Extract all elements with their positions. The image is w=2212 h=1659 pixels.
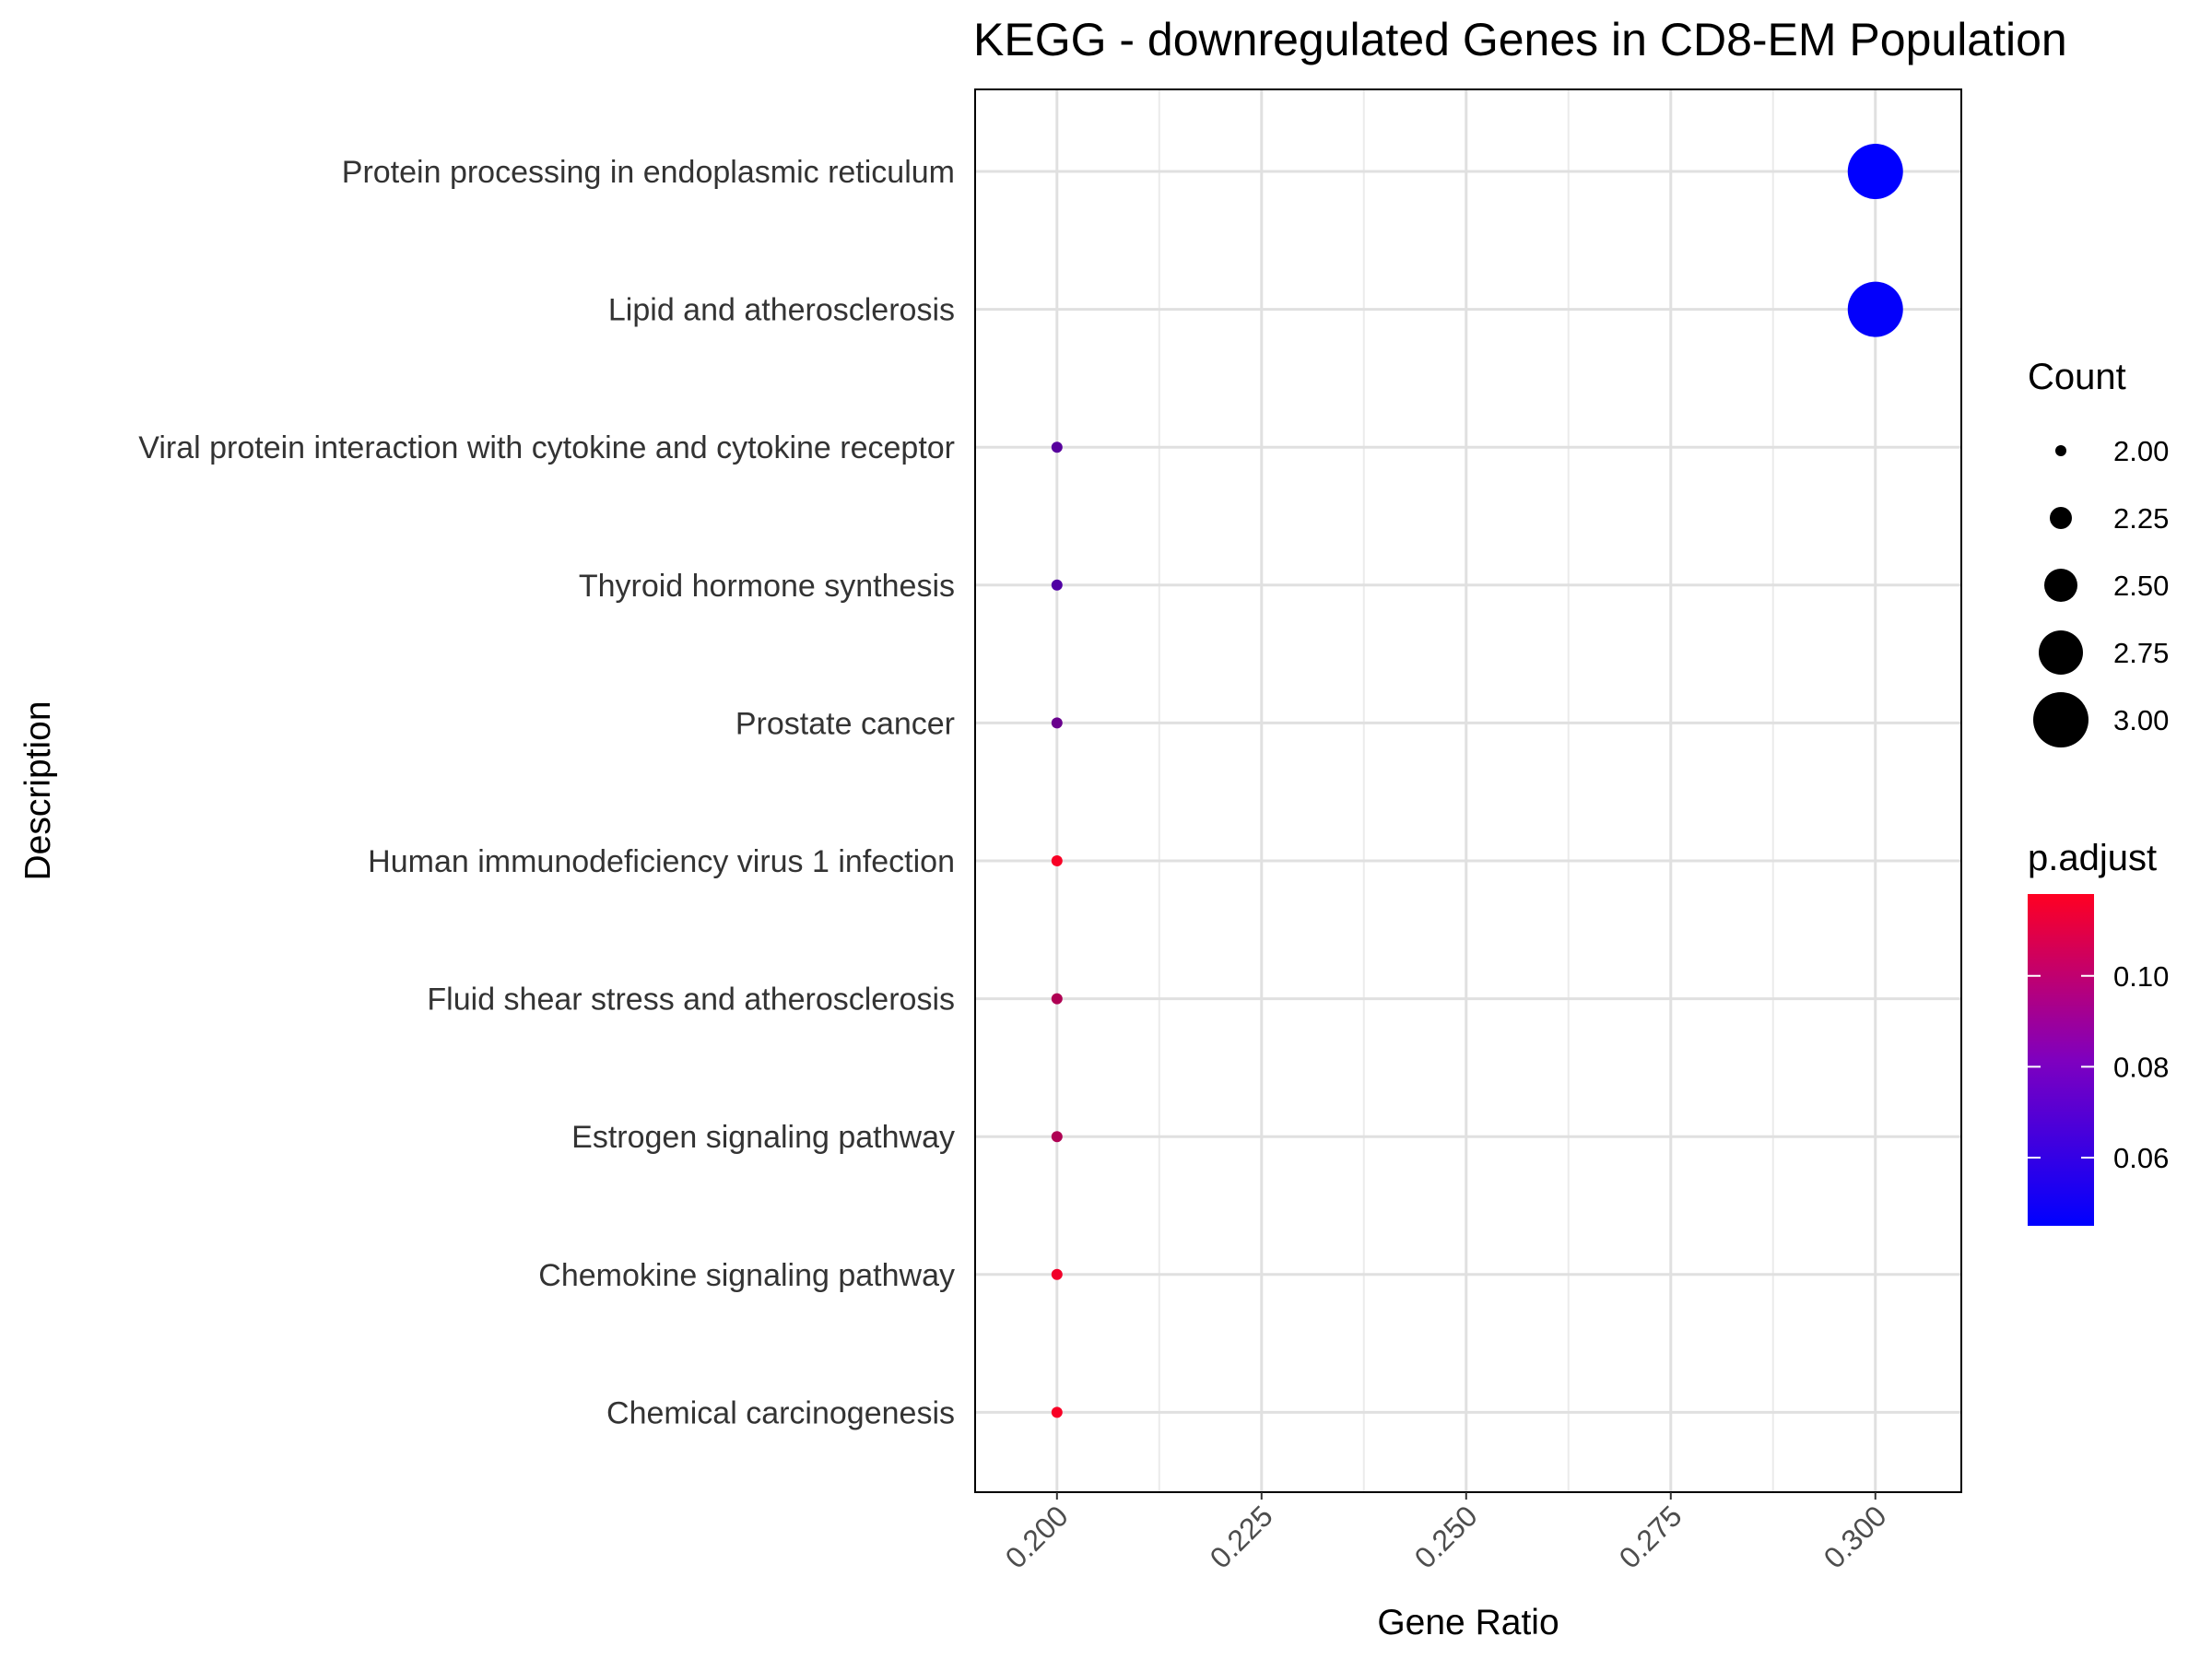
y-tick-label: Chemokine signaling pathway	[538, 1258, 955, 1293]
legend-p-adjust: p.adjust 0.10 0.08 0.06	[2028, 838, 2169, 1226]
legend-count-label: 2.00	[2113, 435, 2169, 467]
data-point	[1051, 855, 1063, 866]
legend-p-adjust-title: p.adjust	[2028, 838, 2157, 878]
y-tick-label: Viral protein interaction with cytokine …	[138, 430, 955, 465]
y-tick-label: Prostate cancer	[735, 706, 955, 741]
chart-title: KEGG - downregulated Genes in CD8-EM Pop…	[973, 14, 2067, 65]
legend-count-key	[2044, 569, 2077, 602]
x-tick-label: 0.225	[1204, 1499, 1279, 1574]
y-tick-label: Protein processing in endoplasmic reticu…	[342, 155, 955, 190]
data-point	[1847, 281, 1903, 337]
x-tick-label: 0.300	[1818, 1499, 1893, 1574]
color-bar	[2028, 894, 2094, 1226]
x-tick-label: 0.250	[1408, 1499, 1484, 1574]
legend-count-title: Count	[2028, 357, 2126, 397]
y-tick-label: Chemical carcinogenesis	[606, 1395, 955, 1430]
y-tick-label: Lipid and atherosclerosis	[608, 293, 955, 328]
legend-count-key	[2039, 630, 2083, 675]
y-tick-label: Estrogen signaling pathway	[571, 1120, 955, 1155]
x-axis-title: Gene Ratio	[1377, 1603, 1559, 1642]
data-point	[1051, 441, 1063, 453]
data-point	[1051, 993, 1063, 1005]
legend-count-label: 2.75	[2113, 637, 2169, 669]
legend-count-label: 2.50	[2113, 570, 2169, 602]
legend-p-adjust-label: 0.10	[2113, 960, 2169, 993]
data-point	[1051, 1268, 1063, 1280]
data-points	[1051, 144, 1903, 1418]
legend-count-label: 2.25	[2113, 502, 2169, 535]
data-point	[1051, 1131, 1063, 1143]
legend-count-key	[2050, 507, 2072, 529]
x-tick-label: 0.275	[1613, 1499, 1688, 1574]
y-tick-label: Human immunodeficiency virus 1 infection	[368, 844, 955, 879]
legend-count-key	[2033, 692, 2088, 747]
legend-count-label: 3.00	[2113, 704, 2169, 736]
data-point	[1051, 579, 1063, 591]
plot-border	[974, 88, 1962, 1493]
data-point	[1051, 717, 1063, 729]
y-tick-labels: Protein processing in endoplasmic reticu…	[138, 155, 955, 1430]
data-point	[1847, 144, 1903, 199]
y-axis-title: Description	[18, 700, 58, 880]
data-point	[1051, 1406, 1063, 1418]
y-tick-label: Thyroid hormone synthesis	[579, 569, 955, 604]
x-tick-labels: 0.200 0.225 0.250 0.275 0.300	[999, 1492, 1893, 1575]
legend-count: Count 2.00 2.25 2.50 2.75 3.00	[2028, 357, 2169, 747]
legend-count-key	[2055, 445, 2066, 456]
grid	[975, 89, 1961, 1492]
legend-p-adjust-label: 0.08	[2113, 1051, 2169, 1083]
legend-p-adjust-label: 0.06	[2113, 1142, 2169, 1174]
y-tick-label: Fluid shear stress and atherosclerosis	[427, 982, 955, 1018]
x-tick-label: 0.200	[999, 1499, 1075, 1574]
